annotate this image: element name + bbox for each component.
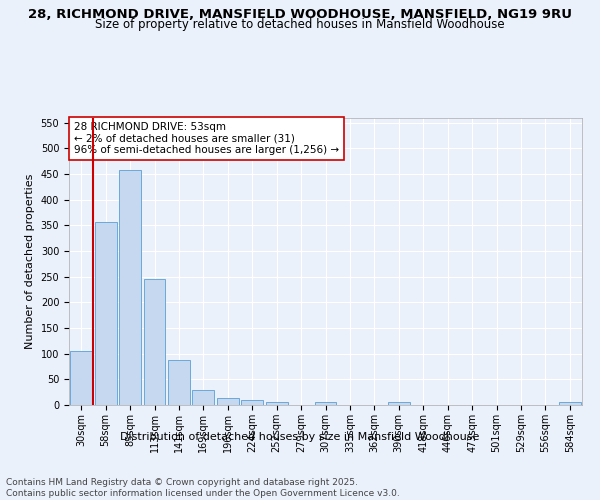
Bar — [559, 402, 581, 405]
Bar — [314, 402, 337, 405]
Bar — [143, 279, 166, 405]
Text: Contains HM Land Registry data © Crown copyright and database right 2025.
Contai: Contains HM Land Registry data © Crown c… — [6, 478, 400, 498]
Text: Size of property relative to detached houses in Mansfield Woodhouse: Size of property relative to detached ho… — [95, 18, 505, 31]
Text: 28 RICHMOND DRIVE: 53sqm
← 2% of detached houses are smaller (31)
96% of semi-de: 28 RICHMOND DRIVE: 53sqm ← 2% of detache… — [74, 122, 339, 155]
Y-axis label: Number of detached properties: Number of detached properties — [25, 174, 35, 349]
Bar — [70, 351, 92, 405]
Bar — [119, 170, 141, 405]
Bar — [95, 222, 116, 405]
Bar — [193, 390, 214, 405]
Bar — [217, 398, 239, 405]
Text: Distribution of detached houses by size in Mansfield Woodhouse: Distribution of detached houses by size … — [121, 432, 479, 442]
Bar — [168, 360, 190, 405]
Text: 28, RICHMOND DRIVE, MANSFIELD WOODHOUSE, MANSFIELD, NG19 9RU: 28, RICHMOND DRIVE, MANSFIELD WOODHOUSE,… — [28, 8, 572, 20]
Bar — [241, 400, 263, 405]
Bar — [266, 402, 287, 405]
Bar — [388, 402, 410, 405]
